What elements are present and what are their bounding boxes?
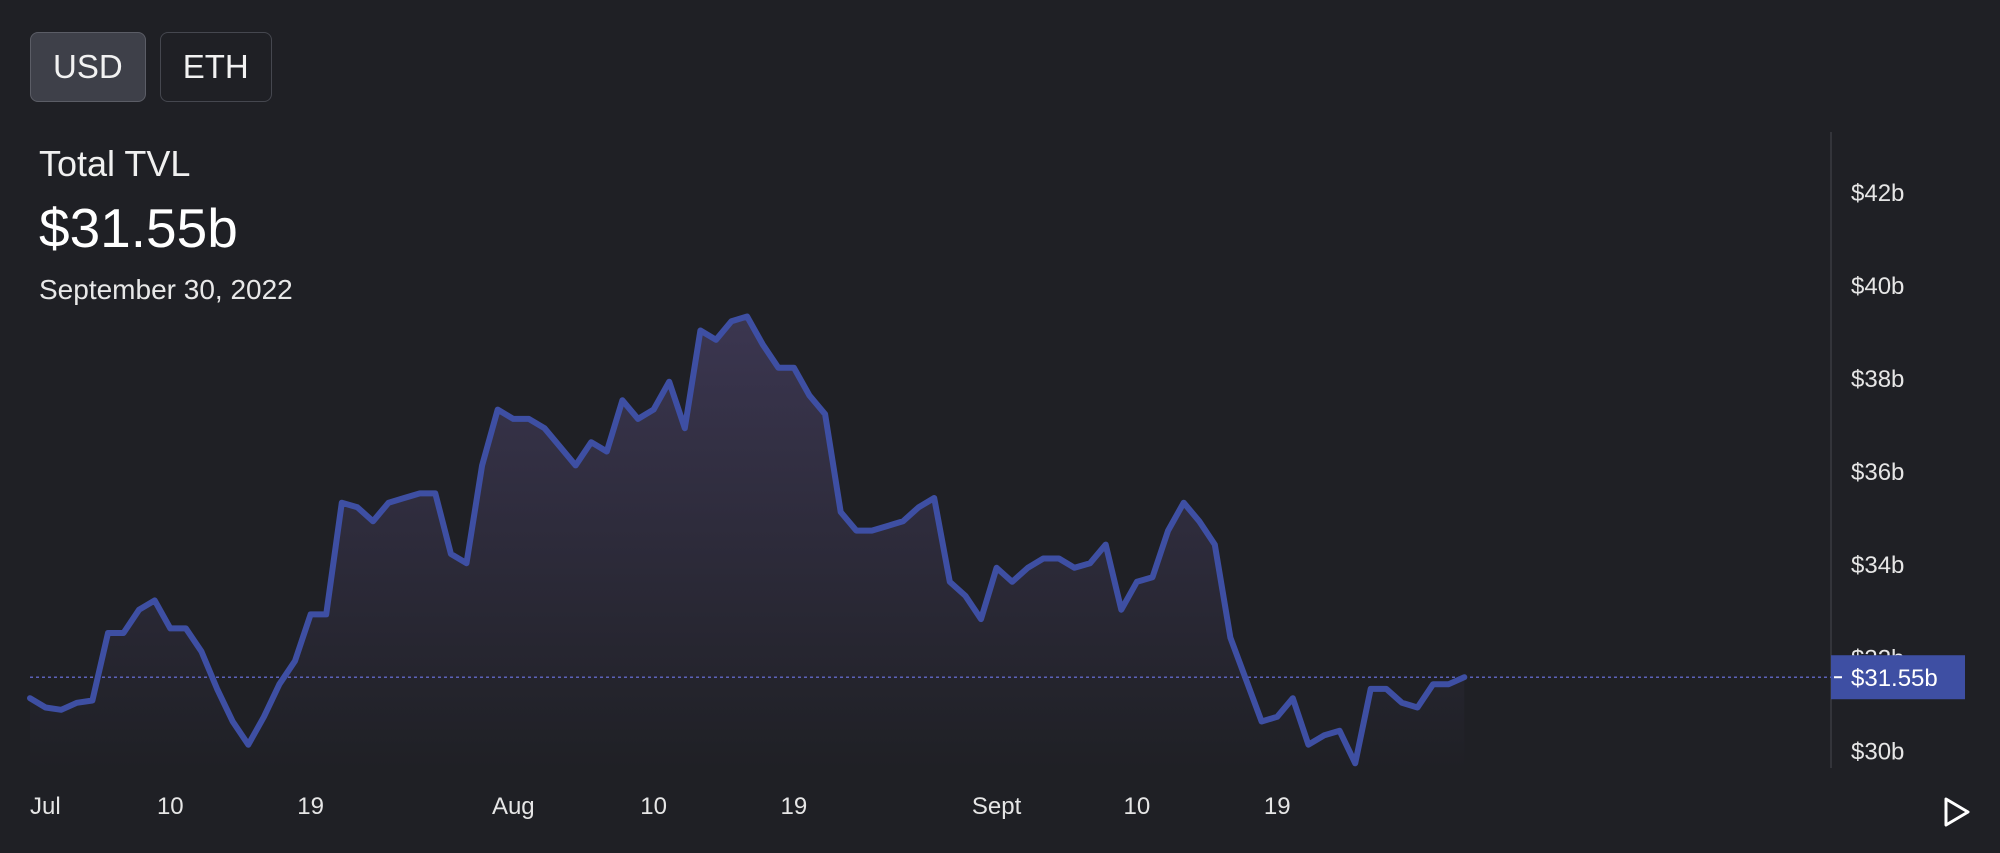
usd-toggle-button[interactable]: USD [30, 32, 146, 102]
tvl-date: September 30, 2022 [39, 274, 293, 305]
x-tick-label: 10 [157, 793, 184, 820]
tvl-series-line [27, 313, 1468, 767]
x-tick-label: 10 [640, 793, 667, 820]
x-tick-label: 19 [297, 793, 324, 820]
tvl-summary: Total TVL $31.55b September 30, 2022 [39, 140, 293, 312]
tvl-area-fill [30, 316, 1465, 768]
y-tick-label: $40b [1851, 273, 1904, 300]
y-tick-label: $30b [1851, 738, 1904, 765]
y-tick-label: $38b [1851, 366, 1904, 393]
y-tick-label: $34b [1851, 552, 1904, 579]
x-tick-label: 19 [781, 793, 808, 820]
y-tick-label: $36b [1851, 459, 1904, 486]
x-tick-label: Sept [972, 793, 1022, 820]
currency-toggle: USD ETH [30, 32, 272, 102]
current-value-label: $31.55b [1851, 665, 1938, 692]
play-icon[interactable] [1938, 794, 1974, 830]
tvl-label: Total TVL [39, 143, 191, 184]
tvl-value: $31.55b [39, 197, 238, 259]
x-tick-label: 19 [1264, 793, 1291, 820]
current-value-tag: $31.55b [1831, 655, 1965, 700]
x-tick-label: Aug [492, 793, 535, 820]
eth-toggle-button[interactable]: ETH [159, 32, 272, 102]
x-tick-label: 10 [1124, 793, 1151, 820]
y-tick-label: $42b [1851, 180, 1904, 207]
x-tick-label: Jul [30, 793, 61, 820]
